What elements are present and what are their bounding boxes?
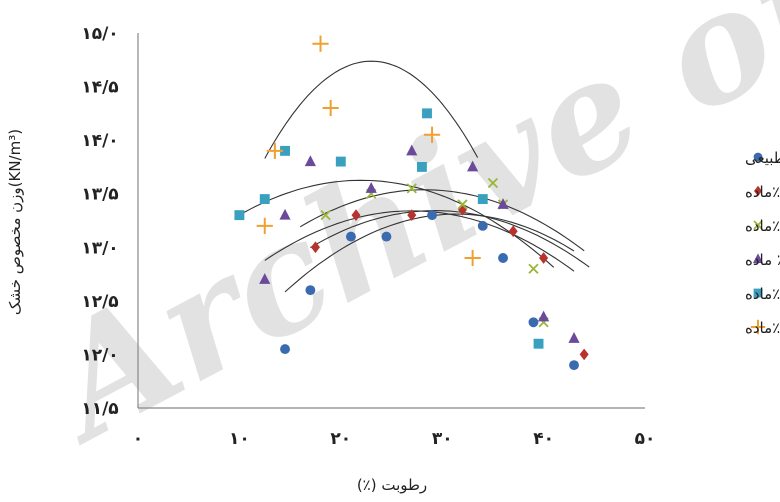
axes <box>137 33 645 409</box>
data-point <box>528 317 539 328</box>
legend-marker <box>753 288 763 298</box>
legend: خاک طبیعی خاک+۰/۰۰۹۶٪ماده خاک+۰/۰۰۳٪ماده خا… <box>745 149 780 337</box>
data-point <box>539 252 549 264</box>
x-tick-label: ۰ <box>133 429 143 449</box>
data-point <box>320 210 331 221</box>
y-axis-title: وزن مخصوص خشک(KN/m³) <box>6 129 24 315</box>
series-3 <box>259 144 580 343</box>
data-point <box>351 209 361 221</box>
data-points <box>234 35 589 371</box>
data-point <box>538 310 550 322</box>
data-point <box>497 198 509 209</box>
data-point <box>280 145 290 156</box>
data-point <box>427 210 438 221</box>
data-point <box>508 225 518 238</box>
data-point <box>345 231 356 242</box>
y-tick-label: ۱۲/۵ <box>81 292 118 312</box>
data-point <box>423 126 441 143</box>
y-tick-label: ۱۲/۰ <box>81 345 118 365</box>
data-point <box>407 209 417 221</box>
y-tick-label: ۱۵/۰ <box>81 24 118 44</box>
legend-marker <box>754 185 762 197</box>
x-tick-labels: ۰ ۱۰ ۲۰ ۳۰ ۴۰ ۵۰ <box>133 429 656 449</box>
data-point <box>569 360 579 371</box>
trendline-1 <box>310 210 590 268</box>
trendline-4 <box>239 179 555 268</box>
legend-marker <box>753 220 763 230</box>
legend-label: خاک+۰/۰۰۳٪ماده <box>745 217 780 235</box>
legend-label: خاک+۰/۰۰۷٪ماده <box>745 285 780 303</box>
watermark: Archive of SID <box>14 0 780 477</box>
y-tick-label: ۱۳/۰ <box>81 238 118 258</box>
x-axis-title: رطوبت (٪) <box>357 476 427 494</box>
y-tick-label: ۱۴/۰ <box>81 131 118 151</box>
series-1 <box>310 203 589 361</box>
data-point <box>457 199 468 210</box>
data-point <box>335 156 346 167</box>
data-point <box>279 208 291 220</box>
x-tick-label: ۴۰ <box>533 429 554 449</box>
data-point <box>533 338 544 349</box>
x-tick-label: ۵۰ <box>635 429 656 449</box>
data-point <box>422 108 432 119</box>
legend-label: خاک+۰/۰۰۹٪ماده <box>745 319 780 337</box>
trendlines <box>239 60 590 293</box>
data-point <box>381 231 392 242</box>
y-tick-label: ۱۴/۵ <box>81 78 118 98</box>
series-0 <box>280 210 579 371</box>
data-point <box>498 253 508 263</box>
data-point <box>312 35 329 52</box>
legend-label: خاک طبیعی <box>745 149 780 167</box>
data-point <box>477 220 488 231</box>
data-point <box>487 177 499 189</box>
x-tick-label: ۳۰ <box>432 429 453 449</box>
data-point <box>464 249 481 267</box>
data-point <box>406 183 417 194</box>
data-point <box>477 194 488 205</box>
series-2 <box>320 177 549 328</box>
x-tick-label: ۱۰ <box>229 429 250 449</box>
y-tick-label: ۱۳/۵ <box>81 185 118 205</box>
data-point <box>310 241 320 254</box>
data-point <box>579 348 589 361</box>
data-point <box>280 344 290 355</box>
svg-text:Archive of SID: Archive of SID <box>14 0 780 477</box>
legend-marker <box>750 319 766 335</box>
trendline-3 <box>264 210 575 272</box>
series-4 <box>234 108 544 349</box>
trendline-2 <box>299 189 585 252</box>
data-point <box>416 161 427 172</box>
data-point <box>304 155 316 167</box>
data-point <box>528 263 539 274</box>
legend-marker <box>753 253 763 263</box>
data-point <box>266 142 283 159</box>
legend-label: خاک+۰/۰۰۵٪ ماده <box>745 251 780 269</box>
trendline-5 <box>264 60 479 159</box>
legend-marker <box>753 152 763 162</box>
data-point <box>234 210 245 221</box>
y-tick-label: ۱۱/۵ <box>81 399 118 419</box>
data-point <box>365 182 377 193</box>
data-point <box>322 99 339 117</box>
data-point <box>467 160 479 172</box>
data-point <box>259 273 271 284</box>
x-tick-label: ۲۰ <box>330 429 351 449</box>
y-tick-labels: ۱۱/۵ ۱۲/۰ ۱۲/۵ ۱۳/۰ ۱۳/۵ ۱۴/۰ ۱۴/۵ ۱۵/۰ <box>81 24 118 419</box>
data-point <box>256 217 273 234</box>
data-point <box>259 194 270 205</box>
data-point <box>568 332 580 343</box>
data-point <box>305 285 316 296</box>
legend-label: خاک+۰/۰۰۹۶٪ماده <box>745 183 780 201</box>
series-5 <box>256 35 481 267</box>
data-point <box>406 144 418 156</box>
